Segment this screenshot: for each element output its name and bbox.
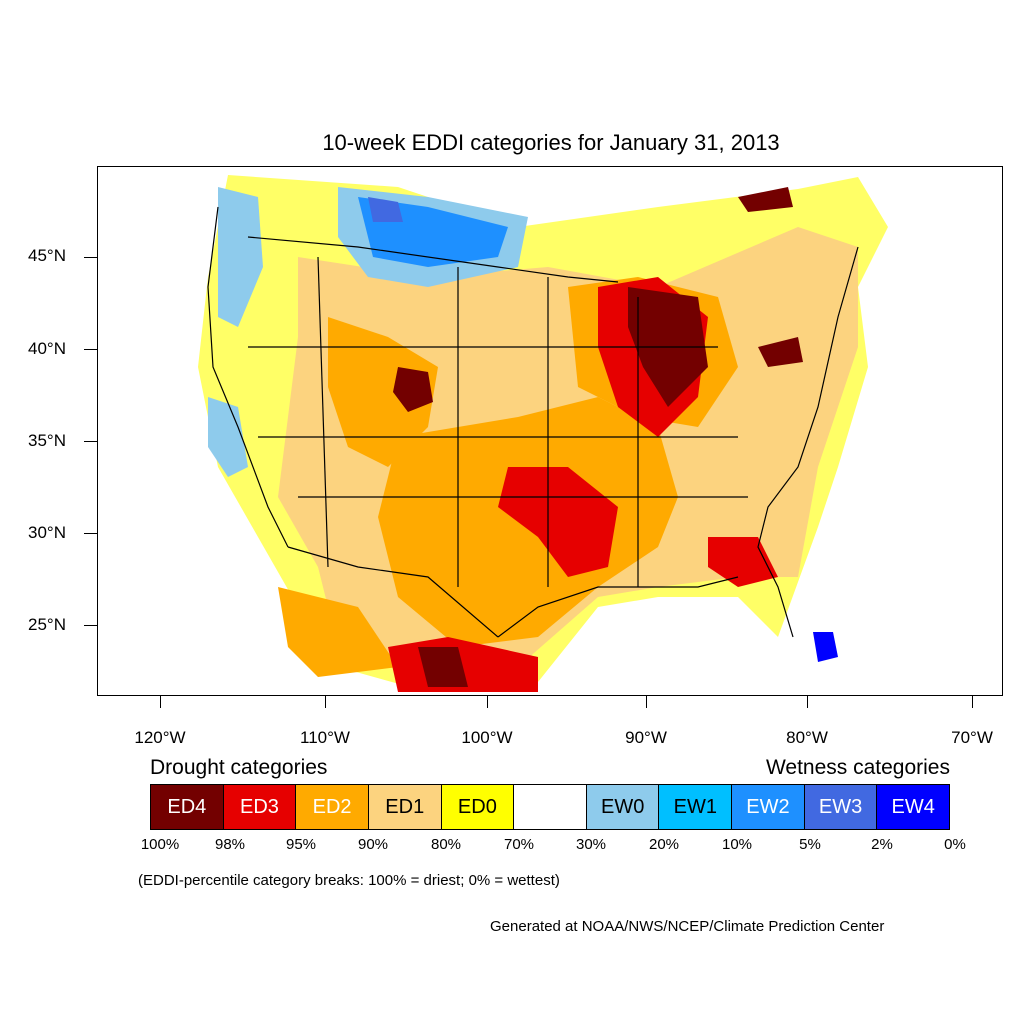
ed2-region-south <box>278 587 398 677</box>
eddi-map <box>198 175 888 692</box>
map-frame <box>97 166 1003 696</box>
ed4-region-canada <box>738 187 793 212</box>
ed4-region-mexico <box>418 647 468 687</box>
pct-break: 10% <box>721 836 753 853</box>
ed3-region-southeast <box>708 537 778 587</box>
legend-color-bar: ED4 ED3 ED2 ED1 ED0 EW0 EW1 EW2 EW3 EW4 <box>150 784 950 830</box>
pct-break: 98% <box>214 836 246 853</box>
legend-cell-ed3: ED3 <box>223 785 297 829</box>
ed2-region-west <box>328 317 438 467</box>
ew-region-caribbean <box>813 632 838 662</box>
east-coast-line <box>757 246 859 638</box>
mexico-border <box>287 546 499 638</box>
lat-label-35: 35°N <box>28 431 66 450</box>
pct-break: 0% <box>944 836 966 853</box>
lat-label-30: 30°N <box>28 523 66 542</box>
west-coast-line <box>207 206 289 548</box>
lon-tick-100 <box>487 696 488 708</box>
lat-label-25: 25°N <box>28 615 66 634</box>
gulf-coast-line <box>497 576 739 638</box>
legend-cell-ed4: ED4 <box>151 785 224 829</box>
legend-cell-ed2: ED2 <box>296 785 369 829</box>
ew-region-california <box>208 397 248 477</box>
lon-tick-120 <box>160 696 161 708</box>
ew-region-north-deep <box>368 197 403 222</box>
lat-tick-25 <box>84 625 97 626</box>
lat-tick-35 <box>84 441 97 442</box>
lon-label-110: 110°W <box>300 728 350 747</box>
pct-break: 100% <box>140 836 180 853</box>
state-line-1 <box>317 256 329 568</box>
lon-label-90: 90°W <box>625 728 667 747</box>
credit-text: Generated at NOAA/NWS/NCEP/Climate Predi… <box>490 918 885 935</box>
drought-categories-heading: Drought categories <box>150 756 328 779</box>
pct-break: 20% <box>648 836 680 853</box>
lon-label-100: 100°W <box>461 728 513 747</box>
lon-tick-80 <box>807 696 808 708</box>
pct-break: 2% <box>871 836 893 853</box>
ed4-region-wyoming <box>393 367 433 412</box>
pct-break: 30% <box>575 836 607 853</box>
ew-region-pacific <box>218 187 263 327</box>
lon-tick-90 <box>646 696 647 708</box>
pct-break: 90% <box>357 836 389 853</box>
legend-cell-normal <box>514 785 587 829</box>
legend-cell-ew1: EW1 <box>659 785 733 829</box>
lon-tick-110 <box>325 696 326 708</box>
map-title: 10-week EDDI categories for January 31, … <box>322 130 780 155</box>
lat-tick-45 <box>84 257 97 258</box>
lat-tick-40 <box>84 349 97 350</box>
wetness-categories-heading: Wetness categories <box>765 756 950 779</box>
ed3-region-plains <box>498 467 618 577</box>
lon-label-120: 120°W <box>134 728 186 747</box>
legend-cell-ed0: ED0 <box>441 785 515 829</box>
legend-cell-ed1: ED1 <box>368 785 442 829</box>
pct-break: 80% <box>430 836 462 853</box>
legend-cell-ew2: EW2 <box>732 785 805 829</box>
lon-label-70: 70°W <box>951 728 993 747</box>
ed4-region-northeast <box>758 337 803 367</box>
legend-note: (EDDI-percentile category breaks: 100% =… <box>138 872 560 889</box>
legend-cell-ew4: EW4 <box>877 785 950 829</box>
legend-cell-ew0: EW0 <box>586 785 660 829</box>
legend-cell-ew3: EW3 <box>804 785 878 829</box>
us-canada-border <box>247 236 619 283</box>
pct-break: 70% <box>503 836 535 853</box>
pct-break: 95% <box>285 836 317 853</box>
boundary-lines <box>207 206 859 638</box>
lon-tick-70 <box>972 696 973 708</box>
lat-label-40: 40°N <box>28 339 66 358</box>
lat-label-45: 45°N <box>28 246 66 265</box>
lat-tick-30 <box>84 533 97 534</box>
lon-label-80: 80°W <box>786 728 828 747</box>
pct-break: 5% <box>799 836 821 853</box>
